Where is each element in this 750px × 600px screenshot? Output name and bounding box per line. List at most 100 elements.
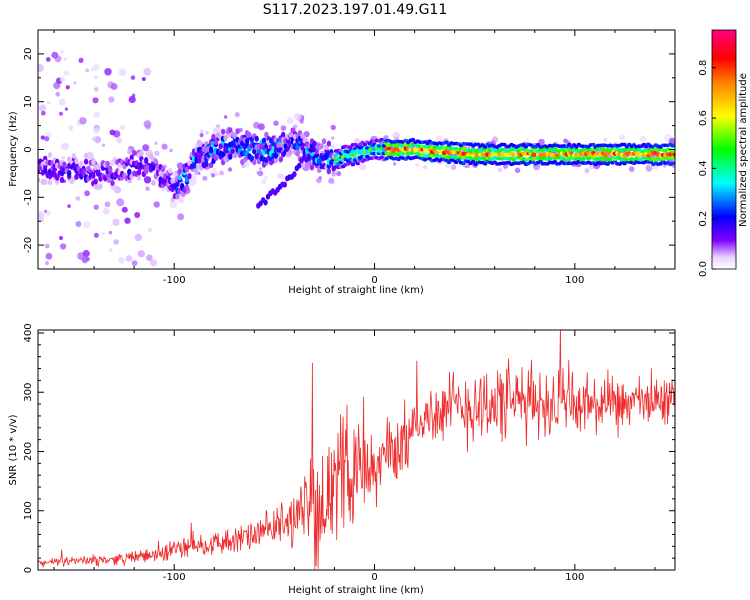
speckle-mark	[134, 212, 141, 218]
speckle-mark	[392, 131, 401, 140]
ridge-mark	[81, 168, 86, 175]
ridge-mark	[208, 162, 214, 169]
ridge-mark	[333, 153, 339, 157]
ridge-mark	[355, 161, 360, 166]
speckle-mark	[299, 119, 304, 124]
speckle-mark	[161, 143, 168, 150]
speckle-mark	[108, 96, 115, 103]
speckle-mark	[55, 91, 61, 97]
y-tick-label: 300	[23, 383, 34, 402]
speckle-mark	[124, 217, 131, 224]
speckle-mark	[45, 252, 53, 260]
speckle-mark	[68, 125, 74, 131]
snr-frame	[37, 329, 676, 571]
ridge-mark	[264, 131, 269, 138]
ridge-mark	[220, 128, 226, 135]
ridge-mark	[67, 169, 72, 177]
colorbar-tick-label: 0.0	[698, 261, 709, 277]
x-tick-label: 0	[371, 275, 377, 286]
snr-y-axis-label: SNR (10 * v/v)	[8, 414, 19, 485]
speckle-mark	[147, 227, 153, 233]
speckle-mark	[45, 261, 49, 266]
ridge-mark	[567, 142, 572, 147]
speckle-mark	[91, 136, 97, 142]
speckle-mark	[81, 281, 88, 288]
speckle-mark	[44, 136, 50, 142]
speckle-mark	[257, 170, 264, 177]
ridge-mark	[153, 158, 158, 165]
x-tick-label: 100	[565, 572, 584, 583]
speckle-mark	[645, 164, 653, 172]
speckle-mark	[62, 280, 67, 285]
ridge-mark	[278, 156, 283, 163]
speckle-mark	[146, 254, 153, 261]
colorbar-gradient	[711, 29, 737, 270]
speckle-mark	[92, 97, 99, 104]
ridge-mark	[639, 158, 644, 162]
speckle-mark	[82, 249, 90, 258]
ridge-mark	[136, 169, 142, 176]
y-tick-label: -20	[23, 237, 34, 253]
speckle-mark	[286, 117, 294, 125]
ridge-mark	[112, 184, 118, 191]
y-tick-label: 0	[23, 567, 34, 573]
speckle-mark	[450, 165, 456, 171]
y-tick-label: 20	[23, 48, 34, 61]
speckle-mark	[330, 144, 335, 149]
speckle-mark	[154, 141, 158, 145]
ridge-mark	[410, 137, 416, 142]
speckle-mark	[46, 101, 51, 105]
speckle-mark	[154, 150, 160, 157]
speckle-mark	[131, 93, 136, 98]
ridge-mark	[562, 157, 567, 162]
speckle-mark	[108, 230, 113, 235]
speckle-mark	[503, 163, 509, 169]
speckle-mark	[143, 120, 152, 128]
x-tick-label: 100	[565, 275, 584, 286]
speckle-mark	[331, 136, 335, 140]
speckle-mark	[176, 162, 184, 170]
ridge-mark	[261, 137, 267, 144]
ridge-mark	[139, 150, 144, 157]
y-tick-label: 100	[23, 501, 34, 520]
x-tick-label: -100	[163, 275, 186, 286]
speckle-mark	[45, 57, 51, 62]
y-tick-label: 200	[23, 442, 34, 461]
x-tick-label: -100	[163, 572, 186, 583]
ridge-mark	[281, 131, 286, 138]
ridge-mark	[79, 160, 84, 167]
speckle-mark	[38, 104, 47, 112]
ridge-mark	[437, 146, 442, 151]
speckle-mark	[125, 255, 133, 262]
ridge-mark	[307, 160, 312, 167]
speckle-mark	[38, 63, 44, 72]
speckle-mark	[104, 68, 112, 76]
ridge-mark	[232, 152, 238, 159]
speckle-mark	[584, 168, 590, 174]
speckle-mark	[639, 135, 646, 142]
ridge-mark	[38, 177, 41, 184]
speckle-mark	[61, 142, 69, 151]
ridge-mark	[184, 184, 190, 191]
speckle-mark	[316, 177, 322, 184]
colorbar-tick-label: 0.4	[698, 160, 709, 176]
ridge-mark	[247, 132, 252, 138]
speckle-mark	[85, 68, 90, 73]
speckle-mark	[257, 123, 265, 131]
ridge-mark	[91, 172, 96, 179]
secondary-ridge-mark	[311, 146, 316, 153]
ridge-mark	[168, 167, 173, 174]
speckle-mark	[205, 130, 210, 135]
ridge-mark	[456, 158, 461, 162]
speckle-mark	[330, 124, 336, 131]
snr-panel: -100 0 100 0 100 200 300 400 Height of straight…	[8, 323, 676, 596]
speckle-mark	[112, 218, 120, 226]
ridge-mark	[187, 173, 192, 180]
speckle-mark	[93, 204, 99, 210]
ridge-mark	[235, 128, 240, 135]
ridge-mark	[317, 167, 322, 174]
speckle-mark	[93, 75, 98, 80]
speckle-mark	[73, 81, 77, 85]
speckle-mark	[84, 190, 90, 197]
